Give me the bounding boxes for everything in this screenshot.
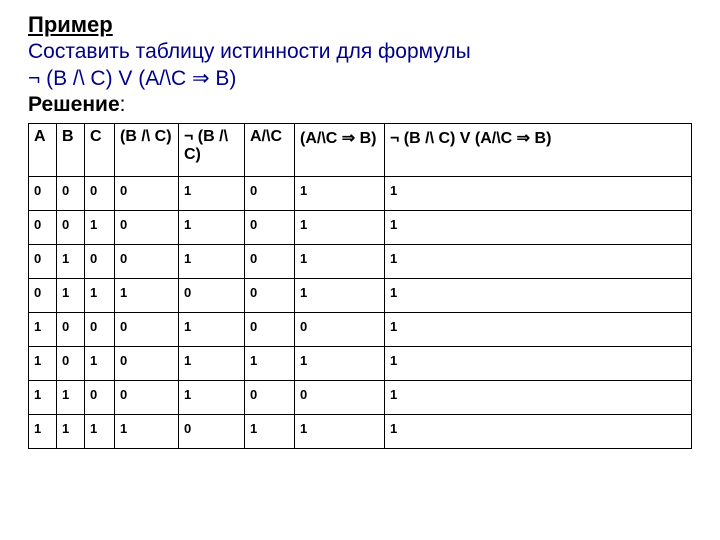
col-header-b: B: [57, 124, 85, 177]
cell: 0: [245, 313, 295, 347]
cell: 0: [115, 211, 179, 245]
col-header-c: C: [85, 124, 115, 177]
cell: 0: [57, 313, 85, 347]
cell: 0: [115, 177, 179, 211]
cell: 1: [385, 177, 692, 211]
table-row: 0 0 0 0 1 0 1 1: [29, 177, 692, 211]
cell: 0: [245, 381, 295, 415]
cell: 0: [115, 347, 179, 381]
cell: 0: [85, 245, 115, 279]
cell: 1: [179, 313, 245, 347]
cell: 0: [85, 381, 115, 415]
cell: 0: [29, 279, 57, 313]
cell: 1: [29, 415, 57, 449]
cell: 1: [295, 177, 385, 211]
table-header-row: A B C (B /\ C) ¬ (B /\ C) A/\C (A/\C ⇒ B…: [29, 124, 692, 177]
cell: 0: [57, 177, 85, 211]
cell: 1: [245, 415, 295, 449]
table-row: 0 0 1 0 1 0 1 1: [29, 211, 692, 245]
cell: 1: [179, 381, 245, 415]
cell: 0: [295, 313, 385, 347]
cell: 1: [85, 211, 115, 245]
cell: 1: [57, 245, 85, 279]
cell: 1: [385, 347, 692, 381]
solution-bold: Решение: [28, 93, 120, 116]
col-header-bc: (B /\ C): [115, 124, 179, 177]
cell: 0: [115, 245, 179, 279]
task-subtitle: Составить таблицу истинности для формулы: [28, 40, 692, 64]
cell: 1: [179, 177, 245, 211]
cell: 0: [115, 313, 179, 347]
cell: 1: [85, 279, 115, 313]
cell: 1: [115, 415, 179, 449]
cell: 1: [385, 415, 692, 449]
table-row: 1 0 0 0 1 0 0 1: [29, 313, 692, 347]
cell: 0: [179, 415, 245, 449]
example-heading: Пример: [28, 12, 692, 38]
col-header-impl: (A/\C ⇒ B): [295, 124, 385, 177]
cell: 1: [29, 347, 57, 381]
table-row: 1 0 1 0 1 1 1 1: [29, 347, 692, 381]
cell: 1: [85, 415, 115, 449]
cell: 0: [245, 211, 295, 245]
cell: 1: [385, 211, 692, 245]
cell: 0: [29, 177, 57, 211]
cell: 1: [385, 279, 692, 313]
cell: 1: [57, 279, 85, 313]
cell: 0: [29, 245, 57, 279]
table-row: 0 1 1 1 0 0 1 1: [29, 279, 692, 313]
cell: 1: [385, 381, 692, 415]
cell: 1: [29, 381, 57, 415]
cell: 0: [245, 245, 295, 279]
table-row: 0 1 0 0 1 0 1 1: [29, 245, 692, 279]
cell: 0: [245, 177, 295, 211]
col-header-ac: A/\C: [245, 124, 295, 177]
cell: 1: [245, 347, 295, 381]
truth-table: A B C (B /\ C) ¬ (B /\ C) A/\C (A/\C ⇒ B…: [28, 123, 692, 449]
cell: 0: [85, 313, 115, 347]
cell: 1: [29, 313, 57, 347]
cell: 0: [295, 381, 385, 415]
cell: 1: [385, 245, 692, 279]
table-row: 1 1 0 0 1 0 0 1: [29, 381, 692, 415]
cell: 1: [57, 381, 85, 415]
table-row: 1 1 1 1 0 1 1 1: [29, 415, 692, 449]
cell: 0: [57, 347, 85, 381]
cell: 0: [57, 211, 85, 245]
cell: 1: [179, 211, 245, 245]
cell: 1: [295, 211, 385, 245]
cell: 1: [295, 279, 385, 313]
solution-label: Решение:: [28, 93, 692, 117]
cell: 0: [115, 381, 179, 415]
cell: 1: [385, 313, 692, 347]
col-header-a: A: [29, 124, 57, 177]
col-header-nbc: ¬ (B /\ C): [179, 124, 245, 177]
cell: 1: [179, 347, 245, 381]
cell: 0: [29, 211, 57, 245]
col-header-full: ¬ (B /\ C) V (A/\C ⇒ B): [385, 124, 692, 177]
cell: 1: [295, 347, 385, 381]
cell: 0: [85, 177, 115, 211]
cell: 0: [179, 279, 245, 313]
cell: 1: [295, 245, 385, 279]
cell: 1: [179, 245, 245, 279]
cell: 1: [295, 415, 385, 449]
cell: 1: [85, 347, 115, 381]
cell: 1: [57, 415, 85, 449]
cell: 1: [115, 279, 179, 313]
formula-text: ¬ (B /\ C) V (A/\C ⇒ B): [28, 66, 692, 91]
cell: 0: [245, 279, 295, 313]
